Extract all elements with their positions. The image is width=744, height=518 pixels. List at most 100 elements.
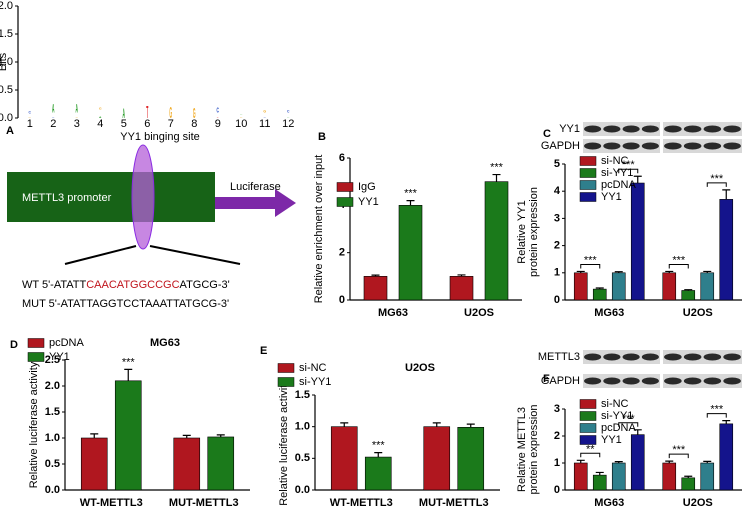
sig-bracket xyxy=(580,452,601,458)
legend-swatch xyxy=(27,338,45,348)
x-tick-label: MUT-METTL3 xyxy=(419,497,489,509)
panel-label: F xyxy=(543,373,550,385)
blot-label: YY1 xyxy=(559,123,580,135)
blot-band xyxy=(641,125,659,133)
logo-letter: G xyxy=(240,118,243,119)
x-tick-label: 1 xyxy=(27,118,33,130)
bar xyxy=(681,477,696,491)
blot-band xyxy=(584,377,602,385)
x-tick-label: 9 xyxy=(215,118,221,130)
y-tick-label: 1.0 xyxy=(45,432,60,444)
logo-letter: A xyxy=(76,102,79,116)
legend-label: si-YY1 xyxy=(601,410,633,422)
blot-band xyxy=(683,142,702,150)
sig-label: *** xyxy=(622,159,636,171)
y-tick-label: 1.5 xyxy=(295,389,310,401)
bar xyxy=(363,276,388,301)
y-axis-label: Relative METTL3 xyxy=(516,407,528,492)
panel-label: A xyxy=(6,125,14,137)
bar xyxy=(681,290,696,301)
x-tick-label: 11 xyxy=(259,118,270,130)
blot-band xyxy=(703,353,722,361)
binding-site xyxy=(131,144,155,250)
y-tick-label: 0 xyxy=(554,294,560,306)
error-bar xyxy=(665,270,674,273)
y-tick-label: 2.0 xyxy=(45,380,60,392)
error-bar xyxy=(576,459,585,463)
error-bar xyxy=(371,274,380,277)
sig-bracket xyxy=(706,182,727,187)
y-tick-label: 1.5 xyxy=(45,406,60,418)
blot-band xyxy=(584,125,602,133)
bar xyxy=(114,380,142,491)
y-axis-label: Relative luciferase activity xyxy=(278,379,290,506)
panel-label: D xyxy=(10,339,18,351)
bar xyxy=(573,462,588,491)
x-tick-label: WT-METTL3 xyxy=(80,497,143,509)
reporter-arrow xyxy=(215,197,275,209)
blot-panel xyxy=(663,139,742,153)
error-bar xyxy=(182,434,191,438)
logo-letter: A xyxy=(240,115,243,116)
y-axis-label: protein expression xyxy=(528,187,540,277)
logo-letter: C xyxy=(29,110,32,114)
blot-panel xyxy=(663,374,742,388)
sig-label: *** xyxy=(404,188,418,200)
y-tick-label: 0.0 xyxy=(0,112,13,124)
reporter-arrowhead xyxy=(275,189,296,217)
bar xyxy=(611,272,626,301)
error-bar xyxy=(722,189,731,200)
y-tick-label: 0 xyxy=(554,484,560,496)
error-bar xyxy=(576,270,585,273)
x-tick-label: 6 xyxy=(144,118,150,130)
y-tick-label: 0.0 xyxy=(45,484,60,496)
blot-band xyxy=(703,142,722,150)
legend-swatch xyxy=(579,399,597,409)
error-bar xyxy=(633,429,642,435)
blot-label: METTL3 xyxy=(538,351,580,363)
error-bar xyxy=(614,271,623,273)
y-axis-label: Relative YY1 xyxy=(516,200,528,263)
blot-band xyxy=(723,125,741,133)
x-tick-label: WT-METTL3 xyxy=(330,497,393,509)
legend-label: YY1 xyxy=(601,191,622,203)
legend-label: YY1 xyxy=(358,196,379,208)
legend-swatch xyxy=(336,182,354,192)
y-tick-label: 3 xyxy=(554,403,560,415)
blot-panel xyxy=(663,350,742,364)
blot-band xyxy=(584,353,602,361)
y-axis-label: Bits xyxy=(0,52,9,71)
sig-label: *** xyxy=(584,254,598,266)
panel-label: E xyxy=(260,345,267,357)
logo-letter: T xyxy=(217,117,220,118)
y-tick-label: 0.0 xyxy=(295,484,310,496)
blot-band xyxy=(603,125,621,133)
x-tick-label: 2 xyxy=(50,118,56,130)
bar xyxy=(364,456,392,491)
legend-swatch xyxy=(579,180,597,190)
error-bar xyxy=(614,461,623,463)
sig-bracket xyxy=(668,263,689,269)
blot-band xyxy=(584,142,602,150)
blot-band xyxy=(664,125,682,133)
error-bar xyxy=(684,475,693,478)
sig-label: *** xyxy=(710,173,724,185)
zoom-line xyxy=(149,245,241,265)
reporter-label: Luciferase xyxy=(230,181,281,193)
logo-letter: G xyxy=(169,106,172,123)
x-tick-label: 3 xyxy=(74,118,80,130)
blot-panel xyxy=(583,122,660,136)
wt-site: CAACATGGCCGC xyxy=(86,279,179,291)
bar xyxy=(484,181,509,301)
bar xyxy=(423,426,451,491)
blot-band xyxy=(683,125,702,133)
legend-label: IgG xyxy=(358,181,376,193)
logo-letter: G xyxy=(75,117,78,118)
logo-letter: A xyxy=(52,102,55,116)
x-tick-label: 10 xyxy=(235,118,247,130)
blot-panel xyxy=(583,374,660,388)
y-axis-label: Relative enrichment over input xyxy=(313,155,325,304)
y-tick-label: 2.5 xyxy=(45,354,60,366)
legend-label: YY1 xyxy=(601,434,622,446)
